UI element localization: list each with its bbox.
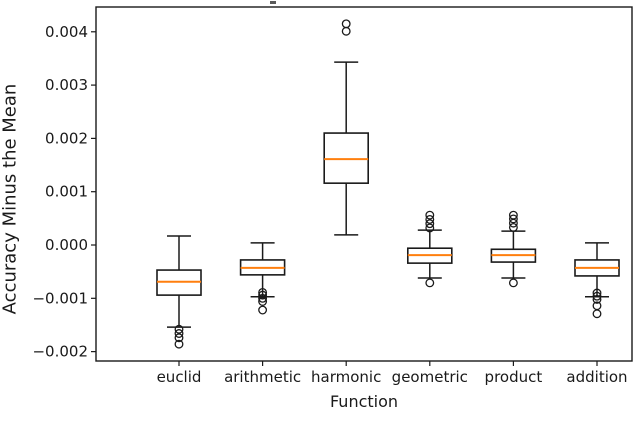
x-tick-label-product: product: [485, 368, 543, 386]
outlier-product: [508, 278, 518, 288]
y-tick-label--0.002: −0.002: [32, 343, 88, 361]
y-tick-label-0: 0.000: [45, 236, 88, 254]
outlier-arithmetic: [258, 293, 268, 303]
y-tick-label-0.004: 0.004: [45, 23, 88, 41]
x-tick-label-harmonic: harmonic: [311, 368, 381, 386]
outlier-arithmetic: [258, 287, 268, 297]
outlier-euclid: [174, 339, 184, 349]
x-tick-label-euclid: euclid: [157, 368, 202, 386]
outlier-euclid: [174, 329, 184, 338]
outlier-arithmetic: [258, 305, 268, 315]
x-axis-label: Function: [329, 392, 399, 411]
outlier-arithmetic: [258, 290, 268, 300]
outlier-geometric: [425, 278, 435, 288]
y-axis-label: Accuracy Minus the Mean: [0, 83, 21, 315]
outlier-product: [508, 214, 518, 224]
y-tick-label--0.001: −0.001: [32, 289, 88, 307]
outlier-geometric: [425, 214, 435, 224]
outlier-geometric: [425, 223, 435, 233]
y-tick-label-0.001: 0.001: [45, 183, 88, 201]
outlier-geometric: [425, 219, 435, 229]
cropped-title-mark: [270, 1, 276, 4]
outlier-arithmetic: [258, 297, 268, 306]
outlier-product: [508, 222, 518, 232]
outlier-addition: [592, 309, 602, 319]
outlier-geometric: [425, 210, 435, 220]
outlier-addition: [592, 288, 602, 298]
box-harmonic: [323, 132, 370, 184]
plot-frame: [95, 6, 633, 362]
y-tick-label-0.003: 0.003: [45, 76, 88, 94]
x-tick-label-arithmetic: arithmetic: [224, 368, 301, 386]
outlier-addition: [592, 294, 602, 304]
outlier-product: [508, 210, 518, 220]
outlier-harmonic: [341, 26, 351, 36]
outlier-addition: [592, 291, 602, 301]
x-tick-label-geometric: geometric: [392, 368, 468, 386]
x-tick-label-addition: addition: [566, 368, 627, 386]
outlier-harmonic: [341, 19, 351, 29]
outlier-euclid: [174, 324, 184, 334]
outlier-euclid: [174, 333, 184, 343]
y-tick-label-0.002: 0.002: [45, 129, 88, 147]
